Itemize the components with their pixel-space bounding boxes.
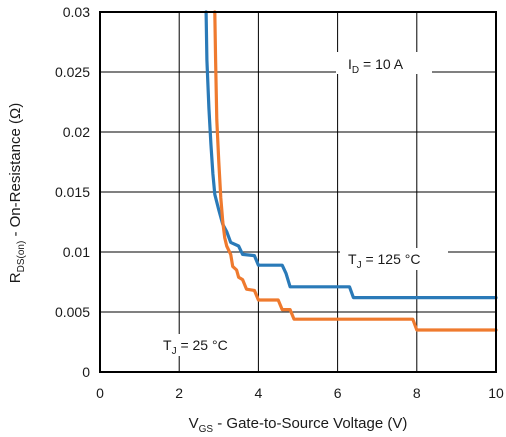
y-tick-label: 0.005 bbox=[55, 304, 90, 320]
y-tick-label: 0.025 bbox=[55, 64, 90, 80]
x-tick-label: 2 bbox=[175, 385, 183, 401]
series-line-tj-25 bbox=[213, 10, 498, 332]
x-tick-label: 0 bbox=[96, 385, 104, 401]
y-tick-label: 0.02 bbox=[63, 124, 90, 140]
svg-text:TJ = 125 °C: TJ = 125 °C bbox=[348, 251, 420, 271]
y-tick-label: 0.01 bbox=[63, 244, 90, 260]
annotation-tj-25: TJ = 25 °C bbox=[156, 334, 252, 357]
y-tick-label: 0 bbox=[82, 364, 90, 380]
svg-text:ID = 10 A: ID = 10 A bbox=[348, 56, 404, 76]
x-tick-label: 4 bbox=[255, 385, 263, 401]
plot-frame bbox=[99, 11, 497, 373]
y-tick-label: 0.015 bbox=[55, 184, 90, 200]
annotation-tj-125: TJ = 125 °C bbox=[340, 248, 448, 271]
y-tick-label: 0.03 bbox=[63, 4, 90, 20]
series-lines bbox=[204, 10, 498, 332]
y-axis-ticks: 0 0.005 0.01 0.015 0.02 0.025 0.03 bbox=[55, 4, 90, 380]
annotation-current: ID = 10 A bbox=[336, 52, 432, 76]
x-axis-label: VGS - Gate-to-Source Voltage (V) bbox=[189, 415, 408, 435]
x-axis-ticks: 0 2 4 6 8 10 bbox=[96, 385, 504, 401]
series-line-tj-125 bbox=[204, 10, 498, 300]
svg-text:TJ = 25 °C: TJ = 25 °C bbox=[163, 337, 228, 357]
x-tick-label: 6 bbox=[334, 385, 342, 401]
x-tick-label: 10 bbox=[488, 385, 504, 401]
x-tick-label: 8 bbox=[413, 385, 421, 401]
y-axis-label: RDS(on) - On-Resistance (Ω) bbox=[7, 103, 27, 283]
